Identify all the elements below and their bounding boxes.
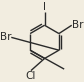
Text: Cl: Cl: [26, 71, 36, 81]
Text: Br: Br: [0, 32, 11, 42]
Text: I: I: [43, 2, 46, 12]
Text: Br: Br: [72, 20, 83, 30]
